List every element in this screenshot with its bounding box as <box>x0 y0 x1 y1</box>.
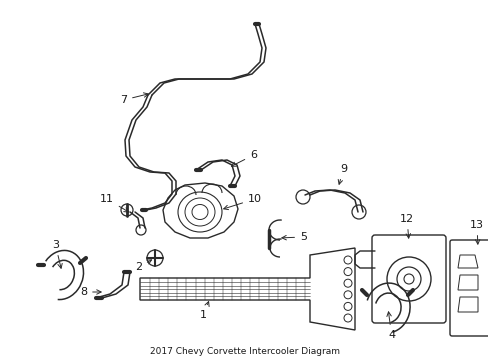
Text: 5: 5 <box>281 232 306 242</box>
Text: 3: 3 <box>52 240 62 268</box>
Text: 13: 13 <box>469 220 483 244</box>
Text: 2: 2 <box>135 260 151 272</box>
Text: 9: 9 <box>338 164 346 184</box>
Text: 1: 1 <box>200 302 209 320</box>
Text: 12: 12 <box>399 214 413 238</box>
Text: 8: 8 <box>80 287 101 297</box>
Text: 10: 10 <box>223 194 262 210</box>
Text: 11: 11 <box>100 194 128 212</box>
Text: 7: 7 <box>120 93 148 105</box>
Text: 6: 6 <box>231 150 257 166</box>
Text: 2017 Chevy Corvette Intercooler Diagram: 2017 Chevy Corvette Intercooler Diagram <box>149 347 339 356</box>
Text: 4: 4 <box>386 312 394 340</box>
